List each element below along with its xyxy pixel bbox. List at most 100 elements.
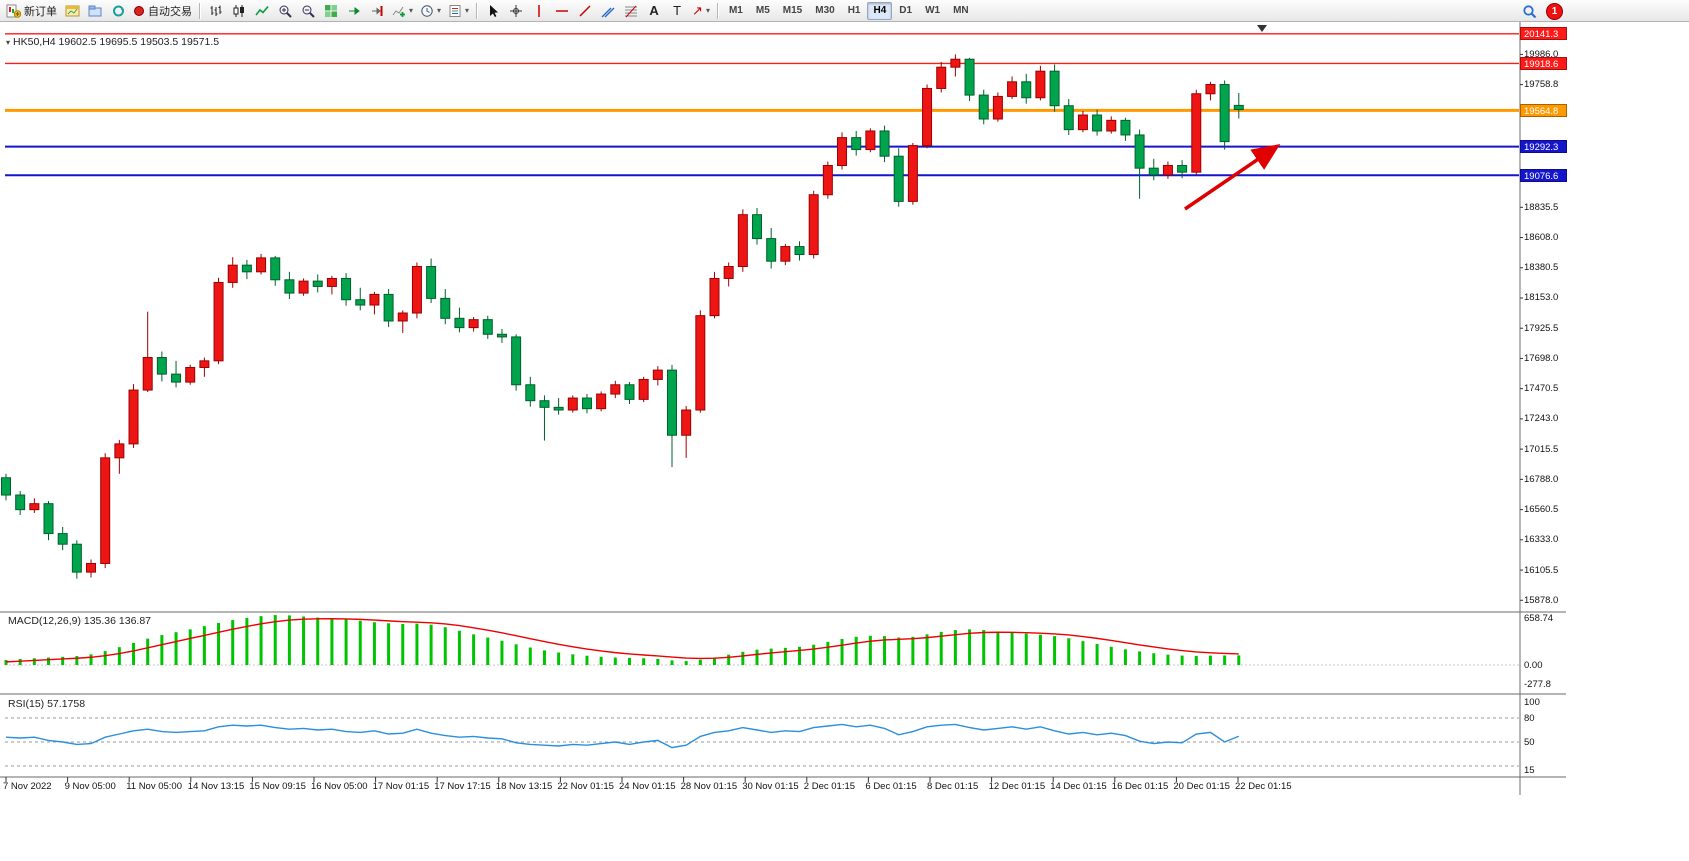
trendline-tool-button[interactable] — [574, 1, 596, 21]
text-tool-button[interactable]: A — [643, 1, 665, 21]
horizontal-line-icon — [556, 9, 569, 12]
candle-body — [652, 369, 663, 380]
candle-body — [794, 246, 805, 256]
arrow-tools-caret-icon: ▾ — [705, 5, 710, 15]
candle-body — [71, 543, 82, 573]
candle-body — [426, 265, 437, 299]
macd-pane-label: MACD(12,26,9) 135.36 136.87 — [8, 615, 152, 627]
search-button[interactable] — [1518, 1, 1540, 21]
candle-body — [1049, 70, 1060, 107]
candlestick-chart-icon — [233, 4, 244, 17]
new-order-button[interactable]: 新订单 — [3, 1, 60, 21]
profiles-button[interactable] — [84, 1, 106, 21]
timeframe-m15-button[interactable]: M15 — [777, 2, 808, 20]
candle-body — [1120, 119, 1131, 136]
chart-shift-button[interactable] — [366, 1, 388, 21]
crosshair-tool-button[interactable] — [505, 1, 527, 21]
zoom-in-button[interactable] — [274, 1, 296, 21]
new-order-label: 新订单 — [24, 5, 57, 18]
fibonacci-tool-button[interactable] — [620, 1, 642, 21]
line-chart-button[interactable] — [251, 1, 273, 21]
candle-body — [270, 257, 281, 281]
candle-body — [1134, 134, 1145, 169]
candle-body — [1035, 70, 1046, 99]
autotrade-label: 自动交易 — [148, 5, 192, 18]
candle-body — [355, 299, 366, 306]
candle-body — [1191, 93, 1202, 173]
candle-body — [525, 384, 536, 402]
timeframe-w1-button[interactable]: W1 — [919, 2, 946, 20]
candle-body — [1233, 104, 1244, 111]
tile-windows-button[interactable] — [320, 1, 342, 21]
timeframe-m30-button[interactable]: M30 — [809, 2, 840, 20]
candle-body — [624, 384, 635, 400]
candle-body — [496, 333, 507, 338]
candle-body — [723, 265, 734, 279]
candle-body — [43, 503, 54, 535]
timeframe-d1-button[interactable]: D1 — [893, 2, 918, 20]
periods-button[interactable]: ▾ — [417, 1, 444, 21]
candle-body — [766, 238, 777, 262]
candle-body — [851, 137, 862, 151]
trend-arrow-annotation[interactable] — [1184, 144, 1281, 211]
candle-body — [1205, 83, 1216, 95]
toolbar-separator — [716, 2, 719, 19]
candle-body — [567, 397, 578, 411]
indicators-button[interactable]: ▾ — [389, 1, 416, 21]
zoom-out-button[interactable] — [297, 1, 319, 21]
candle-body — [298, 280, 309, 294]
candle-body — [893, 155, 904, 202]
timeframe-m1-button[interactable]: M1 — [723, 2, 749, 20]
vertical-line-tool-button[interactable] — [528, 1, 550, 21]
candle-body — [454, 317, 465, 329]
auto-scroll-button[interactable] — [343, 1, 365, 21]
text-label-tool-button[interactable]: T — [666, 1, 688, 21]
cursor-tool-button[interactable] — [482, 1, 504, 21]
candle-body — [100, 457, 111, 564]
candle-body — [752, 214, 763, 240]
candle-body — [142, 357, 153, 391]
templates-button[interactable]: ▾ — [445, 1, 472, 21]
candle-body — [992, 95, 1003, 120]
fibonacci-icon — [625, 5, 638, 17]
timeframe-h1-button[interactable]: H1 — [842, 2, 867, 20]
autotrade-status-icon — [134, 5, 144, 16]
candle-body — [1177, 165, 1188, 173]
candle-body — [907, 145, 918, 202]
candle-body — [581, 397, 592, 410]
notification-badge[interactable]: 1 — [1546, 2, 1563, 20]
arrow-tools-button[interactable]: ↗ ▾ — [689, 1, 713, 21]
bar-chart-icon — [210, 5, 222, 16]
shift-marker-icon — [1257, 25, 1267, 32]
vertical-line-icon — [538, 4, 540, 17]
data-window-button[interactable] — [107, 1, 129, 21]
horizontal-line-tool-button[interactable] — [551, 1, 573, 21]
candle-body — [468, 319, 479, 329]
main-toolbar: 新订单 自动交易 ▾ ▾ ▾ — [0, 0, 1689, 22]
timeframe-m5-button[interactable]: M5 — [750, 2, 776, 20]
autotrade-button[interactable]: 自动交易 — [130, 1, 195, 21]
timeframe-mn-button[interactable]: MN — [947, 2, 975, 20]
candle-body — [737, 214, 748, 267]
candle-body — [57, 533, 68, 545]
candle-body — [1219, 83, 1230, 143]
candlestick-chart-button[interactable] — [228, 1, 250, 21]
rsi-line — [5, 723, 1240, 749]
candle-body — [86, 562, 97, 573]
candle-body — [1063, 105, 1074, 131]
new-order-icon — [6, 4, 21, 18]
toolbar-separator — [476, 2, 479, 19]
candle-body — [114, 443, 125, 459]
candle-body — [15, 494, 26, 511]
periods-caret-icon: ▾ — [437, 5, 442, 15]
crosshair-icon — [510, 4, 523, 17]
candle-body — [837, 137, 848, 167]
timeframe-h4-button[interactable]: H4 — [867, 1, 893, 20]
candle-body — [411, 265, 422, 314]
channel-tool-button[interactable] — [597, 1, 619, 21]
candle-body — [539, 400, 550, 408]
chart-window-button[interactable] — [61, 1, 83, 21]
candle-body — [695, 315, 706, 411]
bar-chart-button[interactable] — [205, 1, 227, 21]
